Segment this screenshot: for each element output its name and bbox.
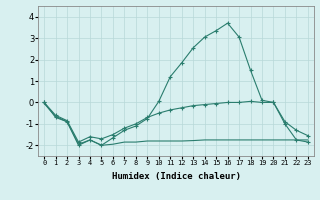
X-axis label: Humidex (Indice chaleur): Humidex (Indice chaleur) (111, 172, 241, 181)
